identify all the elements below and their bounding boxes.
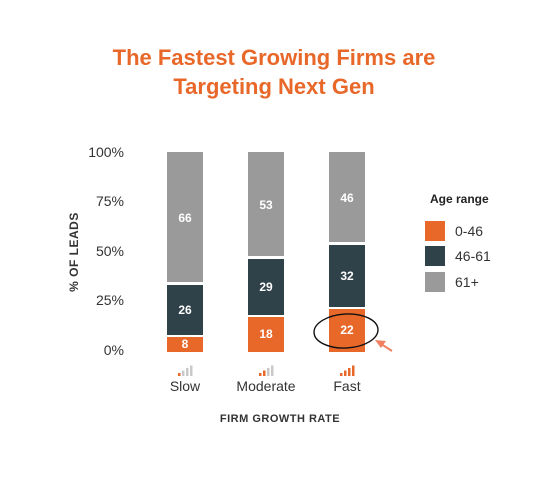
annotation-arrow-icon (375, 340, 393, 352)
legend-swatch-61-plus (425, 272, 445, 292)
y-tick-50: 50% (95, 243, 124, 259)
legend-title: Age range (430, 192, 489, 206)
legend-label-0-46: 0-46 (455, 223, 484, 239)
data-label-moderate-0-46: 18 (259, 327, 273, 341)
data-label-moderate-46-61: 29 (259, 280, 273, 294)
chart-title-line-2: Targeting Next Gen (173, 74, 375, 99)
bar-segment-moderate-61-plus (248, 152, 284, 256)
legend-item-46-61: 46-61 (425, 245, 491, 267)
data-label-slow-46-61: 26 (178, 303, 192, 317)
data-label-moderate-61-plus: 53 (259, 198, 273, 212)
y-tick-100: 100% (88, 144, 124, 160)
data-label-fast-0-46: 22 (340, 323, 354, 337)
signal-bars-icon-fast (340, 365, 355, 376)
legend-label-61-plus: 61+ (455, 274, 479, 290)
bar-segment-slow-0-46 (167, 337, 203, 352)
y-tick-0: 0% (103, 342, 124, 358)
x-axis-label: FIRM GROWTH RATE (219, 413, 341, 425)
data-label-fast-61-plus: 46 (340, 191, 354, 205)
legend-item-61-plus: 61+ (425, 271, 479, 293)
legend-label-46-61: 46-61 (455, 248, 491, 264)
data-label-slow-0-46: 8 (182, 337, 189, 351)
x-category-slow: Slow (169, 378, 201, 394)
bar-segment-moderate-46-61 (248, 259, 284, 315)
x-category-fast: Fast (333, 378, 361, 394)
signal-bars-icon-moderate (259, 365, 274, 376)
legend-item-0-46: 0-46 (425, 220, 483, 242)
bar-segment-fast-0-46 (329, 309, 365, 352)
annotation-circle (313, 313, 379, 349)
bar-segment-moderate-0-46 (248, 317, 284, 352)
data-label-slow-61-plus: 66 (178, 211, 192, 225)
signal-bars-icon-slow (178, 365, 193, 376)
y-tick-25: 25% (95, 292, 124, 308)
chart-title-line-1: The Fastest Growing Firms are (112, 45, 436, 70)
bar-segment-fast-46-61 (329, 245, 365, 307)
x-category-moderate: Moderate (236, 378, 296, 394)
y-tick-75: 75% (95, 193, 124, 209)
bar-segment-slow-61-plus (167, 152, 203, 282)
bar-segment-slow-46-61 (167, 285, 203, 335)
bar-segment-fast-61-plus (329, 152, 365, 242)
legend-swatch-0-46 (425, 221, 445, 241)
data-label-fast-46-61: 32 (340, 269, 354, 283)
legend-swatch-46-61 (425, 246, 445, 266)
